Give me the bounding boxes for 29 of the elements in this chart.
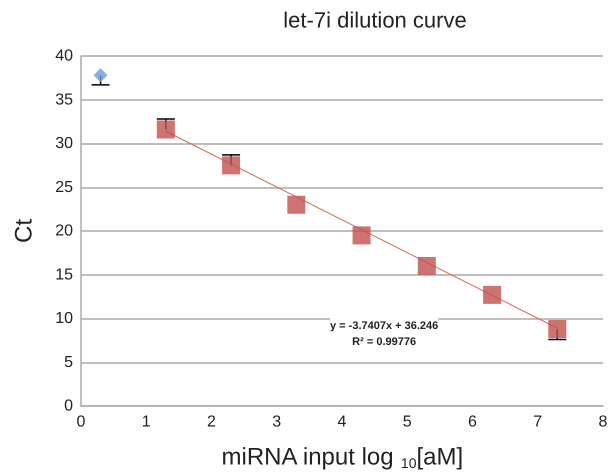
y-tick-label: 30 (55, 135, 74, 152)
point (156, 120, 175, 138)
point (483, 286, 502, 304)
point (548, 320, 566, 338)
x-tick-label: 3 (272, 414, 282, 430)
y-tick-label: 0 (64, 398, 74, 414)
x-tick-label: 8 (598, 414, 608, 430)
annotation: y = -3.7407x + 36.246 R² = 0.99776 (330, 320, 438, 348)
point (287, 196, 306, 214)
y-tick-label: 40 (55, 48, 74, 64)
point (352, 226, 371, 244)
y-axis-title: Ct (10, 218, 38, 243)
x-tick-label: 4 (338, 414, 347, 430)
point (222, 156, 240, 174)
y-tick-label: 10 (55, 310, 74, 327)
y-tick-label: 35 (55, 91, 74, 108)
point (94, 68, 108, 82)
x-tick-label: 2 (207, 414, 216, 430)
point (418, 257, 436, 275)
x-tick-label: 6 (468, 414, 478, 430)
chart-title: let-7i dilution curve (283, 8, 467, 32)
y-tick-label: 15 (55, 266, 74, 284)
x-tick-label: 0 (76, 414, 86, 430)
x-tick-label: 7 (533, 414, 542, 430)
y-tick-label: 20 (55, 222, 74, 240)
y-tick-label: 5 (64, 354, 74, 371)
x-tick-label: 1 (142, 414, 151, 430)
y-tick-label: 25 (55, 178, 74, 196)
x-tick-label: 5 (402, 414, 412, 430)
